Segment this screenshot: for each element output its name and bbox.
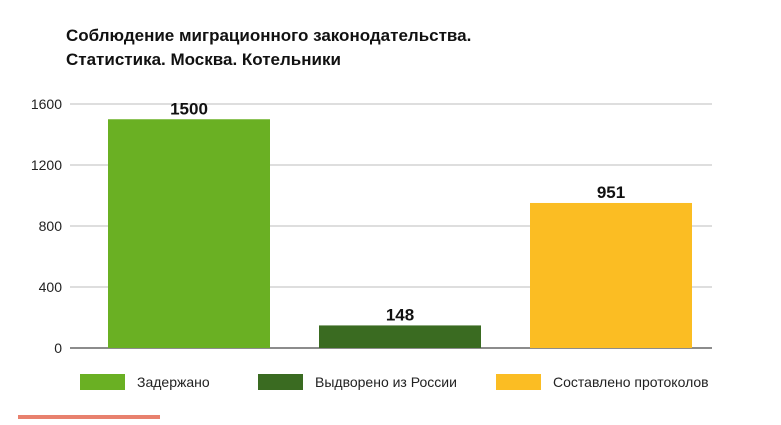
- data-label-1: 148: [386, 305, 414, 324]
- legend-item-protocols: Составлено протоколов: [496, 374, 709, 390]
- legend-swatch-deported: [258, 374, 303, 390]
- y-tick-label-0: 0: [54, 340, 62, 356]
- data-label-0: 1500: [170, 99, 208, 118]
- accent-line: [18, 415, 160, 419]
- bar-1: [319, 325, 481, 348]
- y-tick-label-400: 400: [39, 279, 63, 295]
- chart-title: Соблюдение миграционного законодательств…: [66, 24, 471, 72]
- bar-2: [530, 202, 692, 348]
- legend-label-deported: Выдворено из России: [315, 374, 457, 390]
- legend-label-detained: Задержано: [137, 374, 210, 390]
- legend-item-deported: Выдворено из России: [258, 374, 457, 390]
- data-label-2: 951: [597, 183, 625, 202]
- y-tick-label-800: 800: [39, 218, 63, 234]
- legend-item-detained: Задержано: [80, 374, 210, 390]
- y-tick-label-1600: 1600: [31, 96, 62, 112]
- chart-title-line-2: Статистика. Москва. Котельники: [66, 50, 341, 69]
- y-tick-label-1200: 1200: [31, 157, 62, 173]
- bar-0: [108, 119, 270, 348]
- chart-title-line-1: Соблюдение миграционного законодательств…: [66, 26, 472, 45]
- legend-label-protocols: Составлено протоколов: [553, 374, 709, 390]
- legend-swatch-protocols: [496, 374, 541, 390]
- legend-swatch-detained: [80, 374, 125, 390]
- legend: Задержано Выдворено из России Составлено…: [80, 374, 760, 394]
